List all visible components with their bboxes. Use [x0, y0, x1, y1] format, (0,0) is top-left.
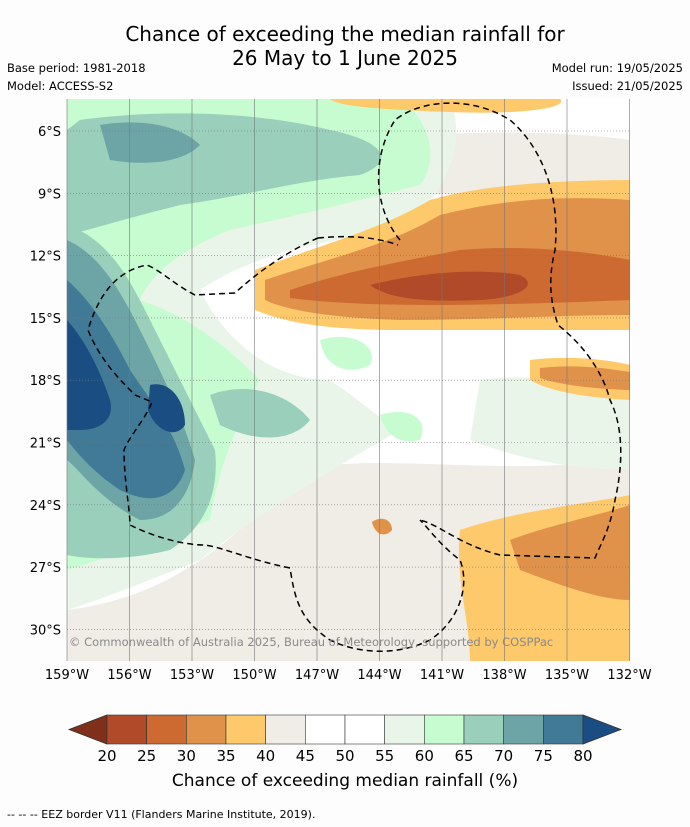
orange-region-southeast-mid — [510, 505, 630, 600]
colorbar-tick-label: 55 — [375, 747, 394, 765]
colorbar-low-arrow — [67, 714, 108, 745]
latitude-label: 24°S — [30, 499, 61, 514]
latitude-label: 15°S — [30, 312, 61, 327]
latitude-label: 6°S — [38, 125, 61, 140]
latitude-label: 12°S — [30, 250, 61, 265]
green-patch-south — [380, 411, 423, 442]
latitude-labels: 6°S 9°S 12°S 15°S 18°S 21°S 24°S 27°S 30°S — [30, 125, 61, 638]
colorbar-segment — [106, 714, 147, 745]
colorbar — [67, 714, 623, 745]
blue-region-west — [67, 280, 185, 499]
longitude-label: 147°W — [295, 668, 339, 683]
longitude-label: 153°W — [170, 668, 214, 683]
orange-patch-mid-east-dark — [540, 366, 630, 390]
colorbar-segment — [424, 714, 465, 745]
colorbar-tick-labels: 20 25 30 35 40 45 50 55 60 65 70 75 80 — [97, 747, 592, 765]
title-line-1: Chance of exceeding the median rainfall … — [125, 22, 565, 46]
longitude-label: 144°W — [357, 668, 401, 683]
colorbar-high-arrow — [582, 714, 623, 745]
colorbar-tick-label: 50 — [335, 747, 354, 765]
colorbar-segment — [146, 714, 187, 745]
colorbar-tick-label: 40 — [256, 747, 275, 765]
eez-footnote: -- -- -- EEZ border V11 (Flanders Marine… — [7, 808, 316, 821]
colorbar-segment — [186, 714, 227, 745]
latitude-label: 30°S — [30, 623, 61, 638]
eez-border-central — [87, 237, 465, 652]
colorbar-segment — [225, 714, 266, 745]
longitude-label: 150°W — [232, 668, 276, 683]
base-period: Base period: 1981-2018 — [7, 61, 146, 75]
colorbar-segment — [384, 714, 425, 745]
colorbar-tick-label: 70 — [494, 747, 513, 765]
colorbar-tick-label: 30 — [177, 747, 196, 765]
colorbar-tick-label: 65 — [454, 747, 473, 765]
light-green-region-east — [470, 377, 630, 470]
green-patch-center — [320, 336, 372, 370]
orange-patch-south-center — [372, 518, 392, 535]
eez-borders — [87, 102, 622, 652]
colorbar-tick-label: 25 — [137, 747, 156, 765]
colorbar-segment — [265, 714, 306, 745]
teal-mid-region-north — [100, 122, 200, 163]
model-name: Model: ACCESS-S2 — [7, 79, 114, 93]
orange-patch-top — [330, 99, 562, 113]
colorbar-segment — [463, 714, 504, 745]
title-line-2: 26 May to 1 June 2025 — [232, 46, 458, 70]
longitude-label: 141°W — [420, 668, 464, 683]
colorbar-segment — [543, 714, 584, 745]
graticule — [66, 99, 630, 661]
colorbar-segment — [503, 714, 544, 745]
model-run: Model run: 19/05/2025 — [551, 61, 683, 75]
colorbar-tick-label: 80 — [573, 747, 592, 765]
colorbar-segment — [344, 714, 385, 745]
meta-right: Model run: 19/05/2025 Issued: 21/05/2025 — [552, 59, 683, 95]
colorbar-tick-label: 35 — [216, 747, 235, 765]
dark-blue-region-west — [67, 320, 111, 430]
map-title: Chance of exceeding the median rainfall … — [0, 22, 690, 70]
latitude-label: 9°S — [38, 187, 61, 202]
latitude-label: 18°S — [30, 374, 61, 389]
teal-patch-center — [210, 389, 310, 438]
meta-left: Base period: 1981-2018 Model: ACCESS-S2 — [7, 59, 146, 95]
red-patch-east — [370, 271, 528, 301]
colorbar-tick-label: 20 — [97, 747, 116, 765]
longitude-labels: 159°W 156°W 153°W 150°W 147°W 144°W 141°W 138°W… — [45, 668, 652, 683]
colorbar-title: Chance of exceeding median rainfall (%) — [171, 771, 519, 791]
eez-border-east — [377, 102, 622, 559]
dark-blue-patch — [148, 384, 185, 433]
issued-date: Issued: 21/05/2025 — [572, 79, 683, 93]
longitude-label: 132°W — [607, 668, 651, 683]
latitude-label: 27°S — [30, 561, 61, 576]
copyright-text: © Commonwealth of Australia 2025, Bureau… — [69, 635, 553, 649]
longitude-label: 135°W — [545, 668, 589, 683]
longitude-label: 156°W — [107, 668, 151, 683]
latitude-label: 21°S — [30, 437, 61, 452]
colorbar-tick-label: 60 — [415, 747, 434, 765]
colorbar-tick-label: 45 — [296, 747, 315, 765]
longitude-label: 159°W — [45, 668, 89, 683]
colorbar-tick-label: 75 — [534, 747, 553, 765]
colorbar-segment — [305, 714, 346, 745]
eez-border-west — [317, 235, 399, 246]
longitude-label: 138°W — [482, 668, 526, 683]
